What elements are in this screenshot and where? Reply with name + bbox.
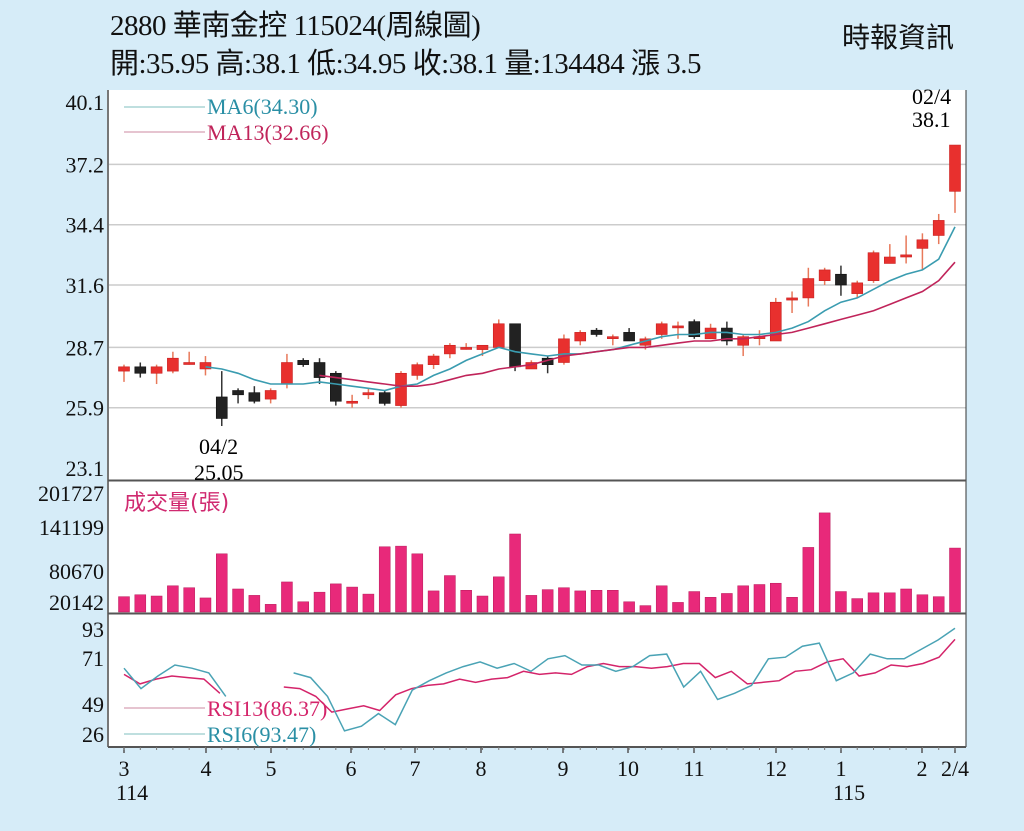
svg-text:9: 9 bbox=[558, 756, 569, 781]
svg-text:31.6: 31.6 bbox=[66, 273, 105, 298]
svg-text:20142: 20142 bbox=[49, 590, 104, 615]
svg-text:2/4: 2/4 bbox=[941, 756, 969, 781]
svg-text:93: 93 bbox=[82, 617, 104, 642]
low-value-annotation: 25.05 bbox=[194, 460, 244, 485]
rsi-panel bbox=[108, 614, 966, 747]
svg-text:3: 3 bbox=[119, 756, 130, 781]
svg-text:80670: 80670 bbox=[49, 559, 104, 584]
svg-text:71: 71 bbox=[82, 646, 104, 671]
ma6-legend: MA6(34.30) bbox=[207, 94, 318, 119]
low-date-annotation: 04/2 bbox=[199, 434, 238, 459]
svg-text:1: 1 bbox=[836, 756, 847, 781]
source-label: 時報資訊 bbox=[842, 21, 955, 54]
svg-text:5: 5 bbox=[266, 756, 277, 781]
svg-text:6: 6 bbox=[346, 756, 357, 781]
rsi-lines bbox=[123, 627, 956, 732]
ma13-legend: MA13(32.66) bbox=[207, 120, 329, 145]
svg-text:10: 10 bbox=[617, 756, 639, 781]
moving-averages bbox=[205, 226, 956, 392]
high-value-annotation: 38.1 bbox=[912, 107, 951, 132]
page-title: 2880 華南金控 115024(周線圖) bbox=[110, 10, 481, 42]
svg-text:34.4: 34.4 bbox=[66, 213, 105, 238]
volume-bars bbox=[118, 512, 961, 613]
svg-text:25.9: 25.9 bbox=[66, 396, 105, 421]
svg-text:7: 7 bbox=[410, 756, 421, 781]
svg-text:23.1: 23.1 bbox=[66, 456, 105, 481]
high-date-annotation: 02/4 bbox=[912, 84, 951, 109]
ohlc-summary: 開:35.95 高:38.1 低:34.95 收:38.1 量:134484 漲… bbox=[110, 48, 702, 80]
svg-text:11: 11 bbox=[683, 756, 704, 781]
svg-text:26: 26 bbox=[82, 722, 104, 747]
svg-text:40.1: 40.1 bbox=[66, 90, 105, 115]
price-gridlines bbox=[108, 163, 966, 409]
svg-text:37.2: 37.2 bbox=[66, 152, 105, 177]
svg-text:2: 2 bbox=[917, 756, 928, 781]
svg-text:8: 8 bbox=[476, 756, 487, 781]
svg-text:4: 4 bbox=[201, 756, 212, 781]
rsi13-legend: RSI13(86.37) bbox=[207, 696, 327, 721]
candlesticks bbox=[118, 144, 961, 427]
svg-text:141199: 141199 bbox=[39, 515, 104, 540]
svg-text:28.7: 28.7 bbox=[66, 335, 105, 360]
volume-legend: 成交量(張) bbox=[124, 491, 229, 516]
svg-text:114: 114 bbox=[116, 780, 148, 805]
rsi6-legend: RSI6(93.47) bbox=[207, 722, 316, 747]
svg-text:12: 12 bbox=[765, 756, 787, 781]
svg-text:49: 49 bbox=[82, 692, 104, 717]
svg-text:201727: 201727 bbox=[38, 481, 104, 506]
svg-text:115: 115 bbox=[833, 780, 865, 805]
